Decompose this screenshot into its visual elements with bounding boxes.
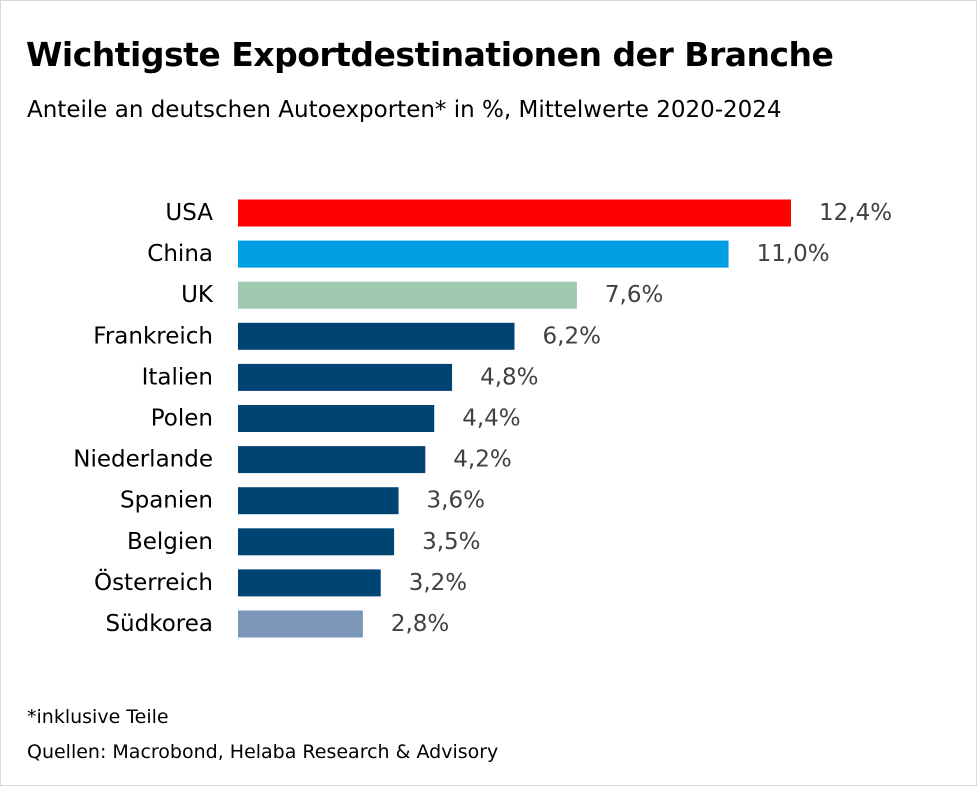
value-label-suedkorea: 2,8% [391, 611, 449, 637]
bar-suedkorea [238, 610, 363, 638]
value-label-frankreich: 6,2% [543, 323, 601, 349]
bar-oesterreich [238, 569, 381, 597]
bar-china [238, 240, 729, 268]
value-label-polen: 4,4% [462, 406, 520, 432]
value-label-uk: 7,6% [605, 282, 663, 308]
value-label-usa: 12,4% [819, 200, 892, 226]
bar-uk [238, 281, 577, 309]
source-note: Quellen: Macrobond, Helaba Research & Ad… [27, 741, 499, 763]
category-label-spanien: Spanien [120, 488, 213, 514]
category-label-uk: UK [181, 282, 214, 308]
category-label-oesterreich: Österreich [94, 568, 213, 596]
chart-subtitle: Anteile an deutschen Autoexporten* in %,… [27, 97, 782, 123]
category-label-frankreich: Frankreich [93, 323, 213, 349]
value-label-china: 11,0% [757, 241, 830, 267]
bar-chart: USA 12,4% China 11,0% UK 7,6% Frankreich 6,2% It… [73, 199, 892, 638]
value-label-oesterreich: 3,2% [409, 570, 467, 596]
category-label-polen: Polen [151, 406, 213, 432]
footnote: *inklusive Teile [27, 706, 169, 728]
bar-spanien [238, 487, 399, 515]
value-label-italien: 4,8% [480, 364, 538, 390]
chart-title: Wichtigste Exportdestinationen der Branc… [26, 35, 834, 74]
category-label-usa: USA [165, 200, 213, 226]
category-label-suedkorea: Südkorea [105, 611, 213, 637]
bar-frankreich [238, 322, 515, 350]
category-label-belgien: Belgien [127, 529, 213, 555]
category-label-niederlande: Niederlande [73, 447, 213, 473]
bar-polen [238, 405, 435, 432]
category-label-china: China [147, 241, 213, 267]
bar-belgien [238, 528, 395, 556]
bar-italien [238, 363, 453, 391]
value-label-belgien: 3,5% [422, 529, 480, 555]
category-label-italien: Italien [142, 364, 213, 390]
value-label-niederlande: 4,2% [453, 447, 511, 473]
value-label-spanien: 3,6% [427, 488, 485, 514]
bar-usa [238, 199, 791, 227]
bar-niederlande [238, 446, 426, 474]
